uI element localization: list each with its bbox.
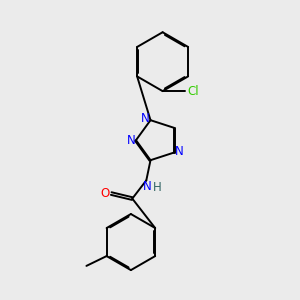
Text: N: N [127,134,135,147]
Text: N: N [141,112,150,125]
Text: N: N [143,180,152,193]
Text: Cl: Cl [187,85,199,98]
Text: O: O [100,187,110,200]
Text: H: H [153,181,161,194]
Text: N: N [175,146,183,158]
